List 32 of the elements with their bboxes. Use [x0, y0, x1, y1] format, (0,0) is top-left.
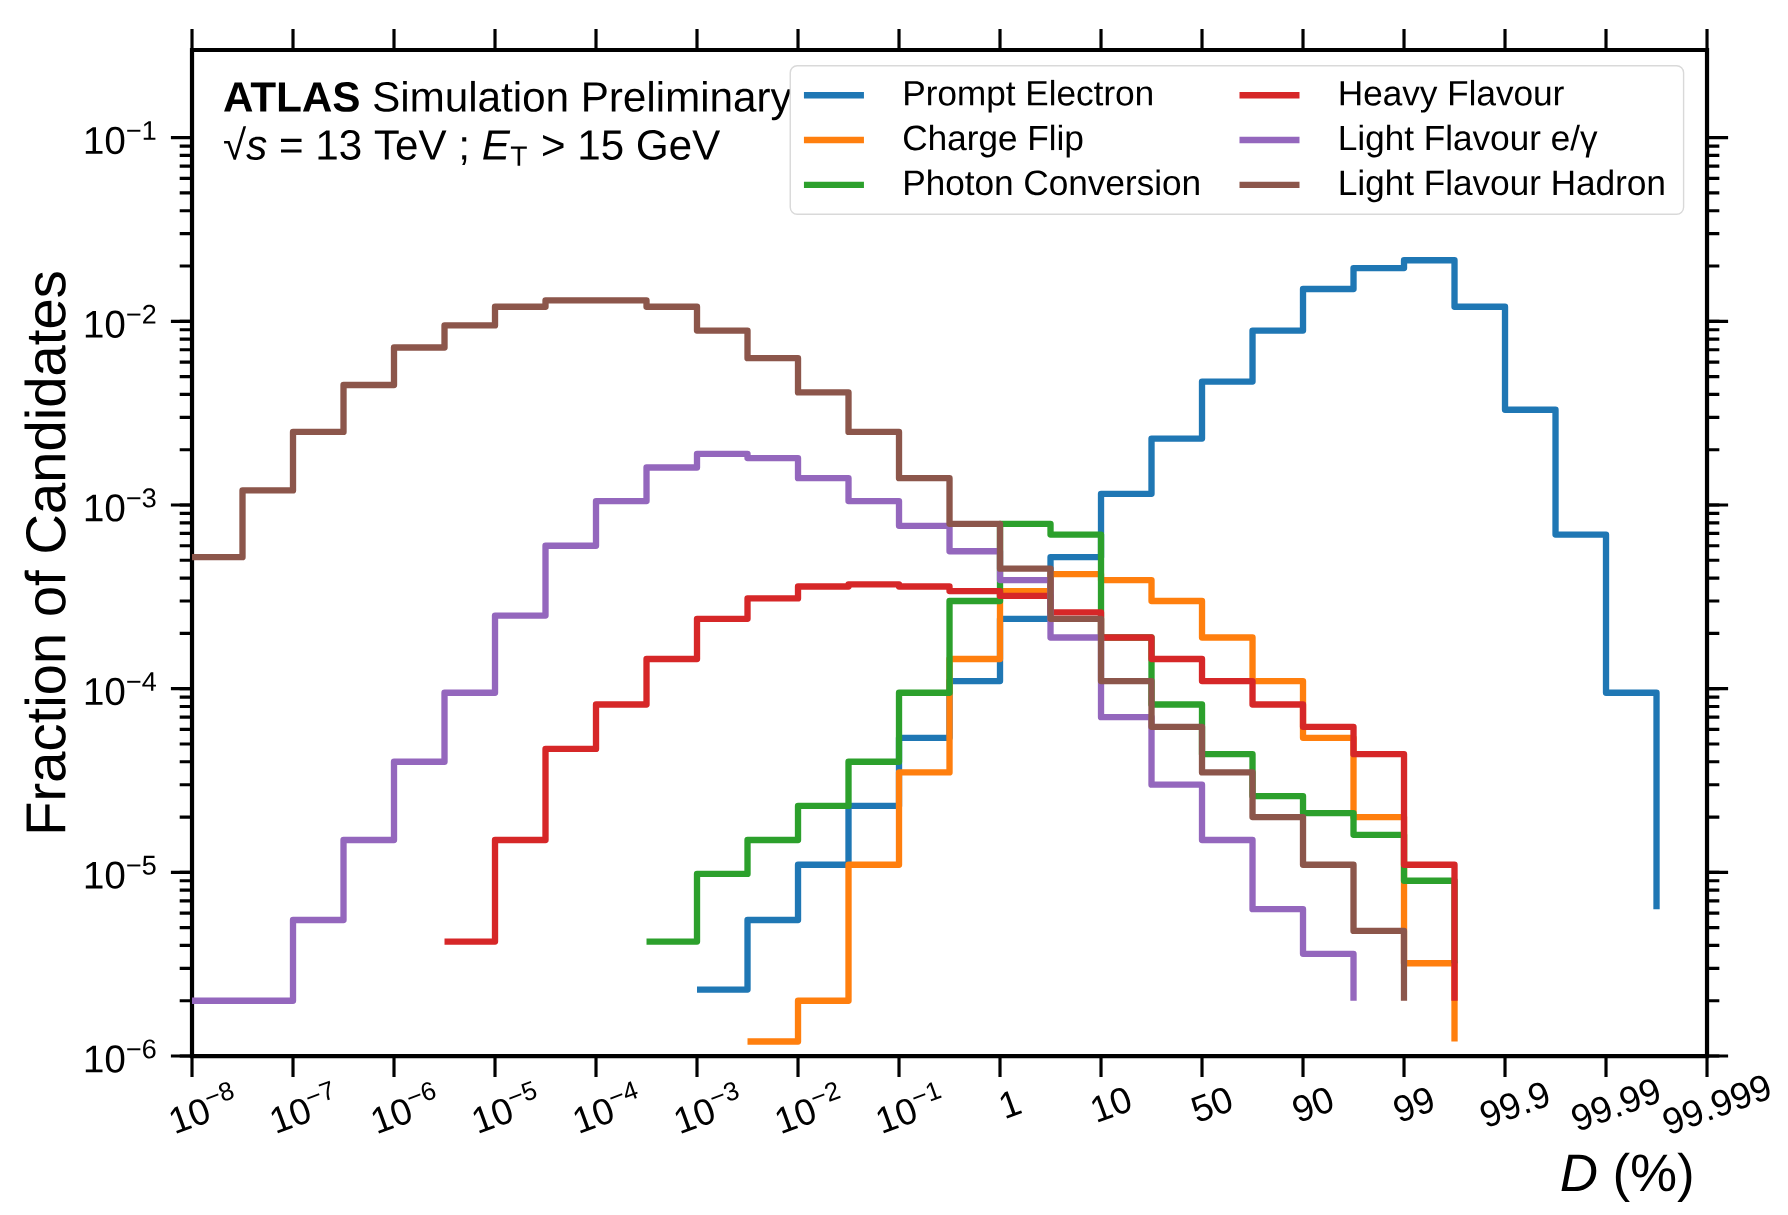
annotation: ATLAS Simulation Preliminary [224, 80, 792, 121]
y-tick-label: 10$^{−6}$ [85, 1039, 156, 1073]
x-tick-label: 10$^{−5}$ [473, 1080, 537, 1134]
x-tick-label: 1 [1000, 1091, 1023, 1119]
legend-label: Prompt Electron [905, 79, 1152, 113]
x-tick-label: 99 [1394, 1088, 1433, 1122]
x-tick-label: 10$^{−6}$ [372, 1082, 436, 1134]
x-tick-label: 10$^{−1}$ [877, 1082, 942, 1134]
legend-label: Photon Conversion [905, 169, 1199, 196]
legend-label: Charge Flip [904, 124, 1083, 158]
x-tick-label: 99.9 [1480, 1082, 1549, 1127]
y-tick-label: 10$^{−5}$ [85, 855, 156, 889]
y-tick-label: 10$^{−3}$ [85, 488, 156, 522]
x-axis-title: D (%) [1561, 1152, 1692, 1202]
annotation: √s = 13 TeV ; E$_{T}$ > 15 GeV [224, 126, 721, 166]
x-tick-label: 10 [1092, 1087, 1131, 1123]
x-tick-label: 10$^{−3}$ [675, 1082, 739, 1134]
x-tick-label: 10$^{−8}$ [170, 1082, 234, 1134]
legend-label: Light Flavour Hadron [1340, 169, 1664, 203]
x-tick-label: 99.999 [1663, 1075, 1770, 1134]
y-axis-title: Fraction of Candidates [24, 272, 66, 832]
y-tick-label: 10$^{−2}$ [85, 304, 156, 338]
x-tick-label: 50 [1191, 1087, 1232, 1122]
legend-label: Light Flavour e/γ [1340, 124, 1598, 158]
x-tick-label: 90 [1293, 1087, 1333, 1122]
y-tick-label: 10$^{−4}$ [85, 672, 156, 706]
x-tick-label: 10$^{−7}$ [271, 1080, 331, 1134]
y-tick-label: 10$^{−1}$ [85, 121, 156, 155]
x-tick-label: 10$^{−2}$ [776, 1082, 841, 1134]
x-tick-label: 99.99 [1571, 1079, 1659, 1130]
x-tick-label: 10$^{−4}$ [574, 1081, 638, 1134]
legend-label: Heavy Flavour [1340, 79, 1564, 113]
